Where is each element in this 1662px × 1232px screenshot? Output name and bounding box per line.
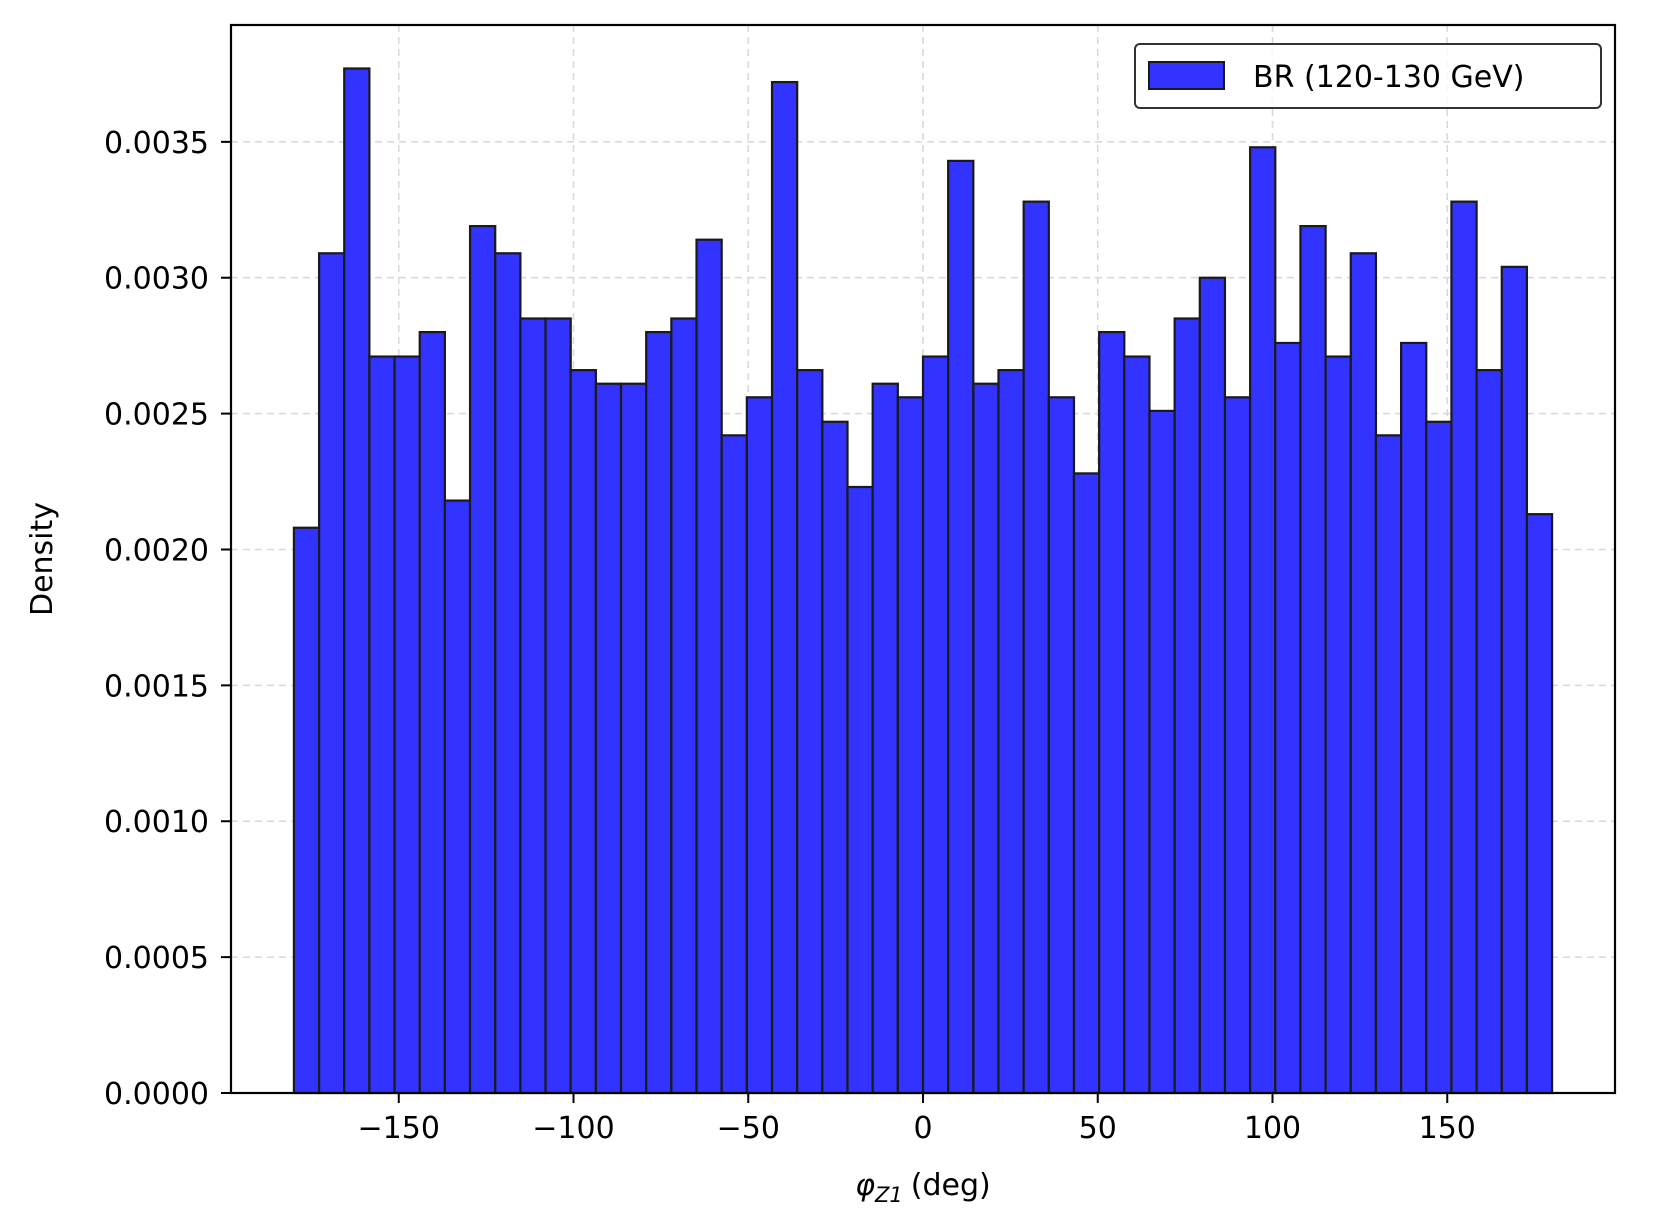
histogram-bar bbox=[1299, 224, 1327, 1095]
histogram-bar bbox=[720, 434, 748, 1095]
histogram-bar bbox=[796, 369, 824, 1095]
histogram-bar bbox=[871, 382, 899, 1095]
histogram-bar bbox=[544, 317, 572, 1095]
histogram-bar bbox=[1450, 200, 1478, 1095]
histogram-bar bbox=[1223, 396, 1252, 1095]
x-axis-ticks: −150 −100 −50 0 50 100 150 bbox=[358, 1093, 1476, 1146]
x-tick-label: 50 bbox=[1079, 1111, 1117, 1146]
histogram-bar bbox=[1425, 420, 1453, 1095]
histogram-bar bbox=[368, 355, 396, 1095]
histogram-bar bbox=[846, 485, 874, 1095]
x-tick-label: −100 bbox=[532, 1111, 614, 1146]
x-axis-label-symbol: φ bbox=[855, 1168, 875, 1203]
histogram-bar bbox=[1349, 252, 1378, 1095]
histogram-bar bbox=[292, 526, 321, 1095]
histogram-bar bbox=[745, 396, 774, 1095]
y-tick-label: 0.0005 bbox=[104, 941, 209, 976]
y-axis-ticks: 0.0000 0.0005 0.0010 0.0015 0.0020 0.0025 0.00… bbox=[104, 126, 231, 1112]
histogram-bar bbox=[468, 224, 497, 1095]
histogram-bar bbox=[1374, 434, 1403, 1095]
histogram-bar bbox=[1525, 513, 1554, 1095]
y-tick-label: 0.0015 bbox=[104, 669, 209, 704]
histogram-bar bbox=[1249, 146, 1277, 1095]
histogram-bar bbox=[418, 330, 446, 1095]
histogram-bar bbox=[1072, 472, 1101, 1095]
histogram-bar bbox=[1022, 200, 1050, 1095]
histogram-bar bbox=[594, 382, 623, 1095]
y-axis-label: Density bbox=[25, 502, 60, 616]
x-tick-label: −50 bbox=[717, 1111, 780, 1146]
histogram-bar bbox=[443, 499, 472, 1095]
histogram-bar bbox=[519, 317, 547, 1095]
y-tick-label: 0.0020 bbox=[104, 533, 209, 568]
x-axis-label: φZ1 (deg) bbox=[855, 1168, 991, 1207]
histogram-bar bbox=[770, 80, 799, 1095]
histogram-bar bbox=[494, 252, 522, 1095]
histogram-bar bbox=[317, 252, 346, 1095]
histogram-bar bbox=[1274, 341, 1302, 1095]
histogram-bar bbox=[1500, 265, 1529, 1095]
histogram-bar bbox=[619, 382, 648, 1095]
x-tick-label: 100 bbox=[1244, 1111, 1301, 1146]
x-tick-label: 0 bbox=[913, 1111, 932, 1146]
histogram-bar bbox=[997, 369, 1025, 1095]
histogram-bar bbox=[1148, 409, 1176, 1095]
histogram-bar bbox=[695, 238, 723, 1095]
legend-label: BR (120-130 GeV) bbox=[1253, 60, 1524, 95]
x-tick-label: −150 bbox=[358, 1111, 440, 1146]
histogram-bar bbox=[1173, 317, 1201, 1095]
y-tick-label: 0.0035 bbox=[104, 126, 209, 161]
x-axis-label-unit: (deg) bbox=[911, 1168, 991, 1203]
legend: BR (120-130 GeV) bbox=[1134, 43, 1602, 109]
y-tick-label: 0.0025 bbox=[104, 398, 209, 433]
histogram-bar bbox=[896, 396, 925, 1095]
legend-box bbox=[1134, 43, 1602, 109]
histogram-bar bbox=[1198, 276, 1227, 1095]
histogram-bars bbox=[292, 67, 1554, 1095]
histogram-bar bbox=[972, 382, 1000, 1095]
histogram-bar bbox=[670, 317, 698, 1095]
x-axis-label-subscript: Z1 bbox=[874, 1183, 903, 1207]
histogram-bar bbox=[821, 420, 849, 1095]
y-tick-label: 0.0010 bbox=[104, 805, 209, 840]
histogram-bar bbox=[1475, 369, 1503, 1095]
histogram-bar bbox=[1324, 355, 1352, 1095]
x-tick-label: 150 bbox=[1419, 1111, 1476, 1146]
y-tick-label: 0.0030 bbox=[104, 262, 209, 297]
histogram-bar bbox=[1400, 341, 1428, 1095]
histogram-bar bbox=[393, 355, 421, 1095]
histogram-bar bbox=[569, 369, 597, 1095]
histogram-bar bbox=[1123, 355, 1151, 1095]
legend-swatch bbox=[1148, 61, 1225, 90]
histogram-bar bbox=[947, 159, 975, 1095]
histogram-bar bbox=[921, 355, 950, 1095]
histogram-bar bbox=[1098, 330, 1126, 1095]
y-tick-label: 0.0000 bbox=[104, 1077, 209, 1112]
histogram-bar bbox=[1047, 396, 1076, 1095]
histogram-bar bbox=[343, 67, 371, 1095]
histogram-bar bbox=[645, 330, 673, 1095]
